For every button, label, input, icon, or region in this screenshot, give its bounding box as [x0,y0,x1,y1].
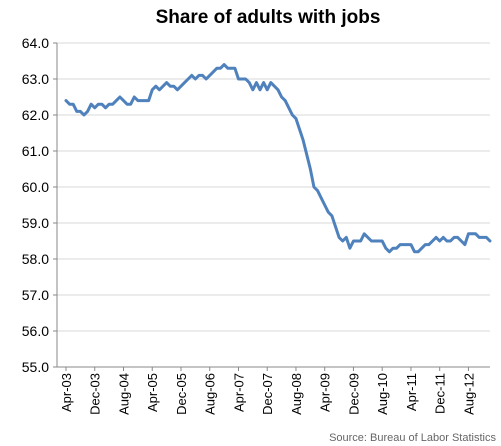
y-tick-label: 59.0 [22,215,49,231]
x-tick-label: Apr-11 [404,373,419,411]
axes [56,43,490,368]
x-tick-label: Apr-09 [318,373,333,412]
x-tick-label: Aug-10 [375,373,390,415]
x-tick-label: Aug-06 [203,373,218,415]
x-tick-label: Dec-03 [88,373,103,415]
x-axis-ticks: Apr-03 Dec-03 Aug-04 Apr-05 Dec-05 Aug-06 Apr-… [59,367,476,415]
chart-title: Share of adults with jobs [156,7,381,28]
y-tick-label: 64.0 [22,35,49,51]
y-tick-label: 58.0 [22,251,49,267]
x-tick-label: Apr-07 [231,373,246,412]
y-tick-label: 60.0 [22,179,49,195]
y-tick-label: 61.0 [22,143,49,159]
series-line [64,63,492,254]
y-tick-label: 63.0 [22,71,49,87]
grid-lines [57,42,490,332]
x-tick-label: Dec-07 [260,373,275,415]
y-tick-label: 62.0 [22,107,49,123]
source-note: Source: Bureau of Labor Statistics [329,432,496,444]
x-tick-label: Apr-03 [59,373,74,412]
y-tick-label: 56.0 [22,323,49,339]
x-tick-label: Dec-05 [174,373,189,415]
x-tick-label: Apr-05 [145,373,160,412]
x-tick-label: Dec-09 [346,373,361,415]
y-tick-label: 57.0 [22,287,49,303]
y-axis-ticks: 55.0 56.0 57.0 58.0 59.0 60.0 61.0 62.0 63.0 64.0 [22,35,57,375]
x-tick-label: Aug-04 [116,373,131,415]
x-tick-label: Dec-11 [433,373,448,414]
y-tick-label: 55.0 [22,359,49,375]
x-tick-label: Aug-12 [461,373,476,415]
x-tick-label: Aug-08 [289,373,304,415]
